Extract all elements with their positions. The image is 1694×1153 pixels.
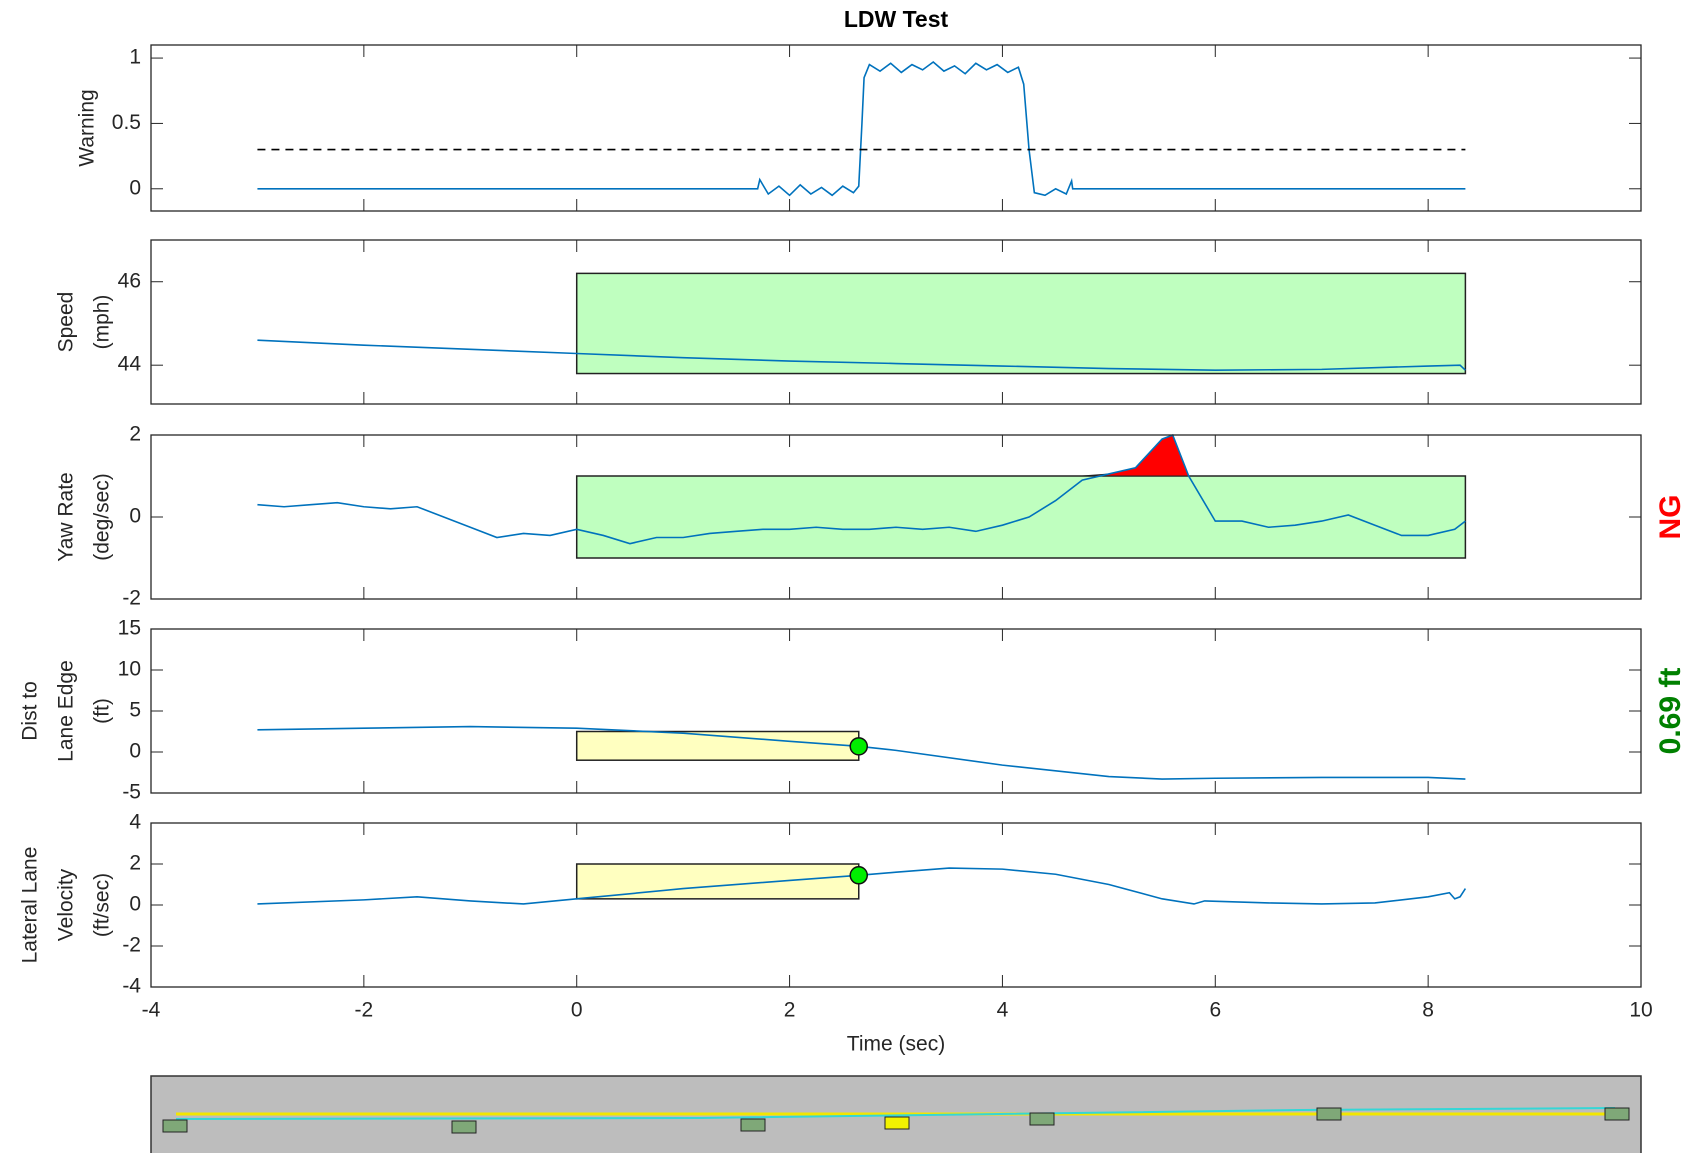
plot-area — [151, 823, 1641, 987]
plot-area — [151, 45, 1641, 211]
tolerance-box — [575, 863, 860, 900]
y-tick-label: 0.5 — [112, 111, 141, 134]
y-tick-label: 15 — [118, 617, 141, 640]
y-tick-label: -2 — [122, 934, 141, 957]
y-tick-label: 0 — [129, 505, 141, 528]
y-axis-label: (deg/sec) — [91, 473, 114, 561]
y-tick-label: -5 — [122, 781, 141, 804]
marker — [849, 737, 868, 756]
series-line — [257, 867, 1467, 905]
y-tick-label: 44 — [118, 353, 142, 376]
x-tick-label: 0 — [571, 999, 583, 1022]
panel: -4 -2 0 2 4 -4 -2 0 2 4 6 8 10 Lateral Lane Velocity (f… — [19, 811, 1653, 1056]
tolerance-box — [575, 272, 1467, 375]
x-tick-label: 4 — [997, 999, 1009, 1022]
y-axis-label: Yaw Rate — [55, 472, 78, 562]
exceedance-area — [576, 434, 1466, 477]
vehicle — [162, 1119, 188, 1133]
y-tick-label: 0 — [129, 176, 141, 199]
series-line — [257, 339, 1466, 371]
y-tick-label: 2 — [129, 852, 141, 875]
y-axis-label: (ft/sec) — [91, 873, 114, 937]
panel: -2 0 2 Yaw Rate (deg/sec) NG — [55, 423, 1687, 610]
y-axis-label: Lateral Lane — [19, 847, 42, 964]
vehicle — [1029, 1112, 1055, 1126]
vehicle-path — [175, 1107, 1616, 1120]
tolerance-box — [575, 475, 1467, 559]
y-tick-label: 5 — [129, 699, 141, 722]
axes-box — [150, 44, 1642, 212]
y-axis-label: Velocity — [55, 868, 78, 941]
vehicle — [740, 1118, 766, 1132]
y-axis-label: Dist to — [19, 681, 42, 741]
vehicle — [1316, 1107, 1342, 1121]
y-tick-label: 0 — [129, 740, 141, 763]
vehicle — [451, 1120, 477, 1134]
y-axis-label: Lane Edge — [55, 660, 78, 762]
y-axis-label: (ft) — [91, 698, 114, 724]
axes-box — [150, 239, 1642, 405]
panel: 0 0.5 1 Warning — [76, 44, 1642, 212]
y-axis-label: (mph) — [91, 295, 114, 350]
series-line — [257, 60, 1466, 197]
y-tick-label: -4 — [122, 975, 141, 998]
plot-area — [151, 629, 1641, 793]
panel: -5 0 5 10 15 Dist to Lane Edge (ft) 0.69 ft — [19, 617, 1687, 804]
status-annotation: NG — [1654, 495, 1687, 540]
panel: 44 46 Speed (mph) — [55, 239, 1642, 405]
y-tick-label: -2 — [122, 587, 141, 610]
vehicle — [1604, 1107, 1630, 1121]
y-axis-label: Warning — [76, 89, 99, 166]
y-tick-label: 4 — [129, 811, 141, 834]
marker — [849, 866, 868, 885]
x-tick-label: -4 — [142, 999, 161, 1022]
x-tick-label: 10 — [1629, 999, 1652, 1022]
x-axis-label: Time (sec) — [847, 1033, 945, 1056]
y-tick-label: 0 — [129, 893, 141, 916]
y-tick-label: 1 — [129, 46, 141, 69]
y-tick-label: 10 — [118, 658, 141, 681]
x-tick-label: 2 — [784, 999, 796, 1022]
y-tick-label: 2 — [129, 423, 141, 446]
chart-title: LDW Test — [844, 6, 949, 32]
status-annotation: 0.69 ft — [1654, 668, 1687, 755]
vehicle-warning — [884, 1116, 910, 1130]
series-line — [257, 725, 1466, 780]
x-tick-label: 6 — [1209, 999, 1221, 1022]
y-axis-label: Speed — [55, 292, 78, 353]
y-tick-label: 46 — [118, 269, 141, 292]
x-tick-label: 8 — [1422, 999, 1434, 1022]
x-tick-label: -2 — [355, 999, 374, 1022]
road-view — [150, 1075, 1642, 1153]
series-line — [257, 433, 1466, 545]
